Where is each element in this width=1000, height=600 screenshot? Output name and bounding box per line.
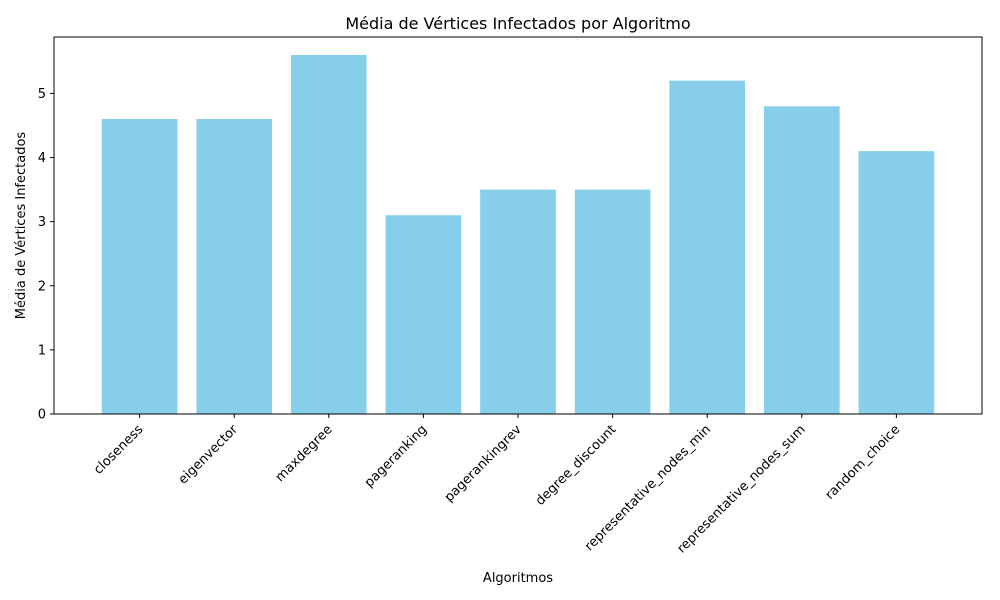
axes-frame xyxy=(53,36,983,415)
x-tick-label: degree_discount xyxy=(533,422,620,509)
chart-title: Média de Vértices Infectados por Algorit… xyxy=(345,14,690,33)
y-tick-label: 1 xyxy=(38,343,46,358)
x-axis-label: Algoritmos xyxy=(483,571,553,586)
y-tick-label: 3 xyxy=(38,215,46,230)
x-tick-label: closeness xyxy=(91,422,147,478)
bar-pagerankingrev xyxy=(480,189,556,414)
x-axis-ticks: closeness eigenvector maxdegree pageranking… xyxy=(91,414,903,556)
bar-degree-discount xyxy=(574,189,651,414)
bar-pageranking xyxy=(385,215,462,414)
bar-representative-nodes-min xyxy=(669,80,746,415)
bar-representative-nodes-sum xyxy=(763,106,840,414)
bars-group xyxy=(101,54,935,415)
y-tick-label: 0 xyxy=(38,408,46,423)
x-tick-label: pagerankingrev xyxy=(442,422,525,505)
x-tick-label: random_choice xyxy=(823,422,904,503)
x-tick-label: eigenvector xyxy=(176,422,242,488)
y-tick-label: 4 xyxy=(38,151,46,166)
bar-eigenvector xyxy=(196,119,273,414)
y-axis-label: Média de Vértices Infectados xyxy=(14,132,29,320)
bar-random-choice xyxy=(858,151,935,414)
x-tick-label: pageranking xyxy=(362,422,430,490)
y-tick-label: 2 xyxy=(38,279,46,294)
x-tick-label: maxdegree xyxy=(273,422,336,485)
bar-maxdegree xyxy=(290,54,367,414)
y-axis-ticks: 0 1 2 3 4 5 xyxy=(38,87,54,423)
y-tick-label: 5 xyxy=(38,87,46,102)
bar-closeness xyxy=(101,119,178,414)
